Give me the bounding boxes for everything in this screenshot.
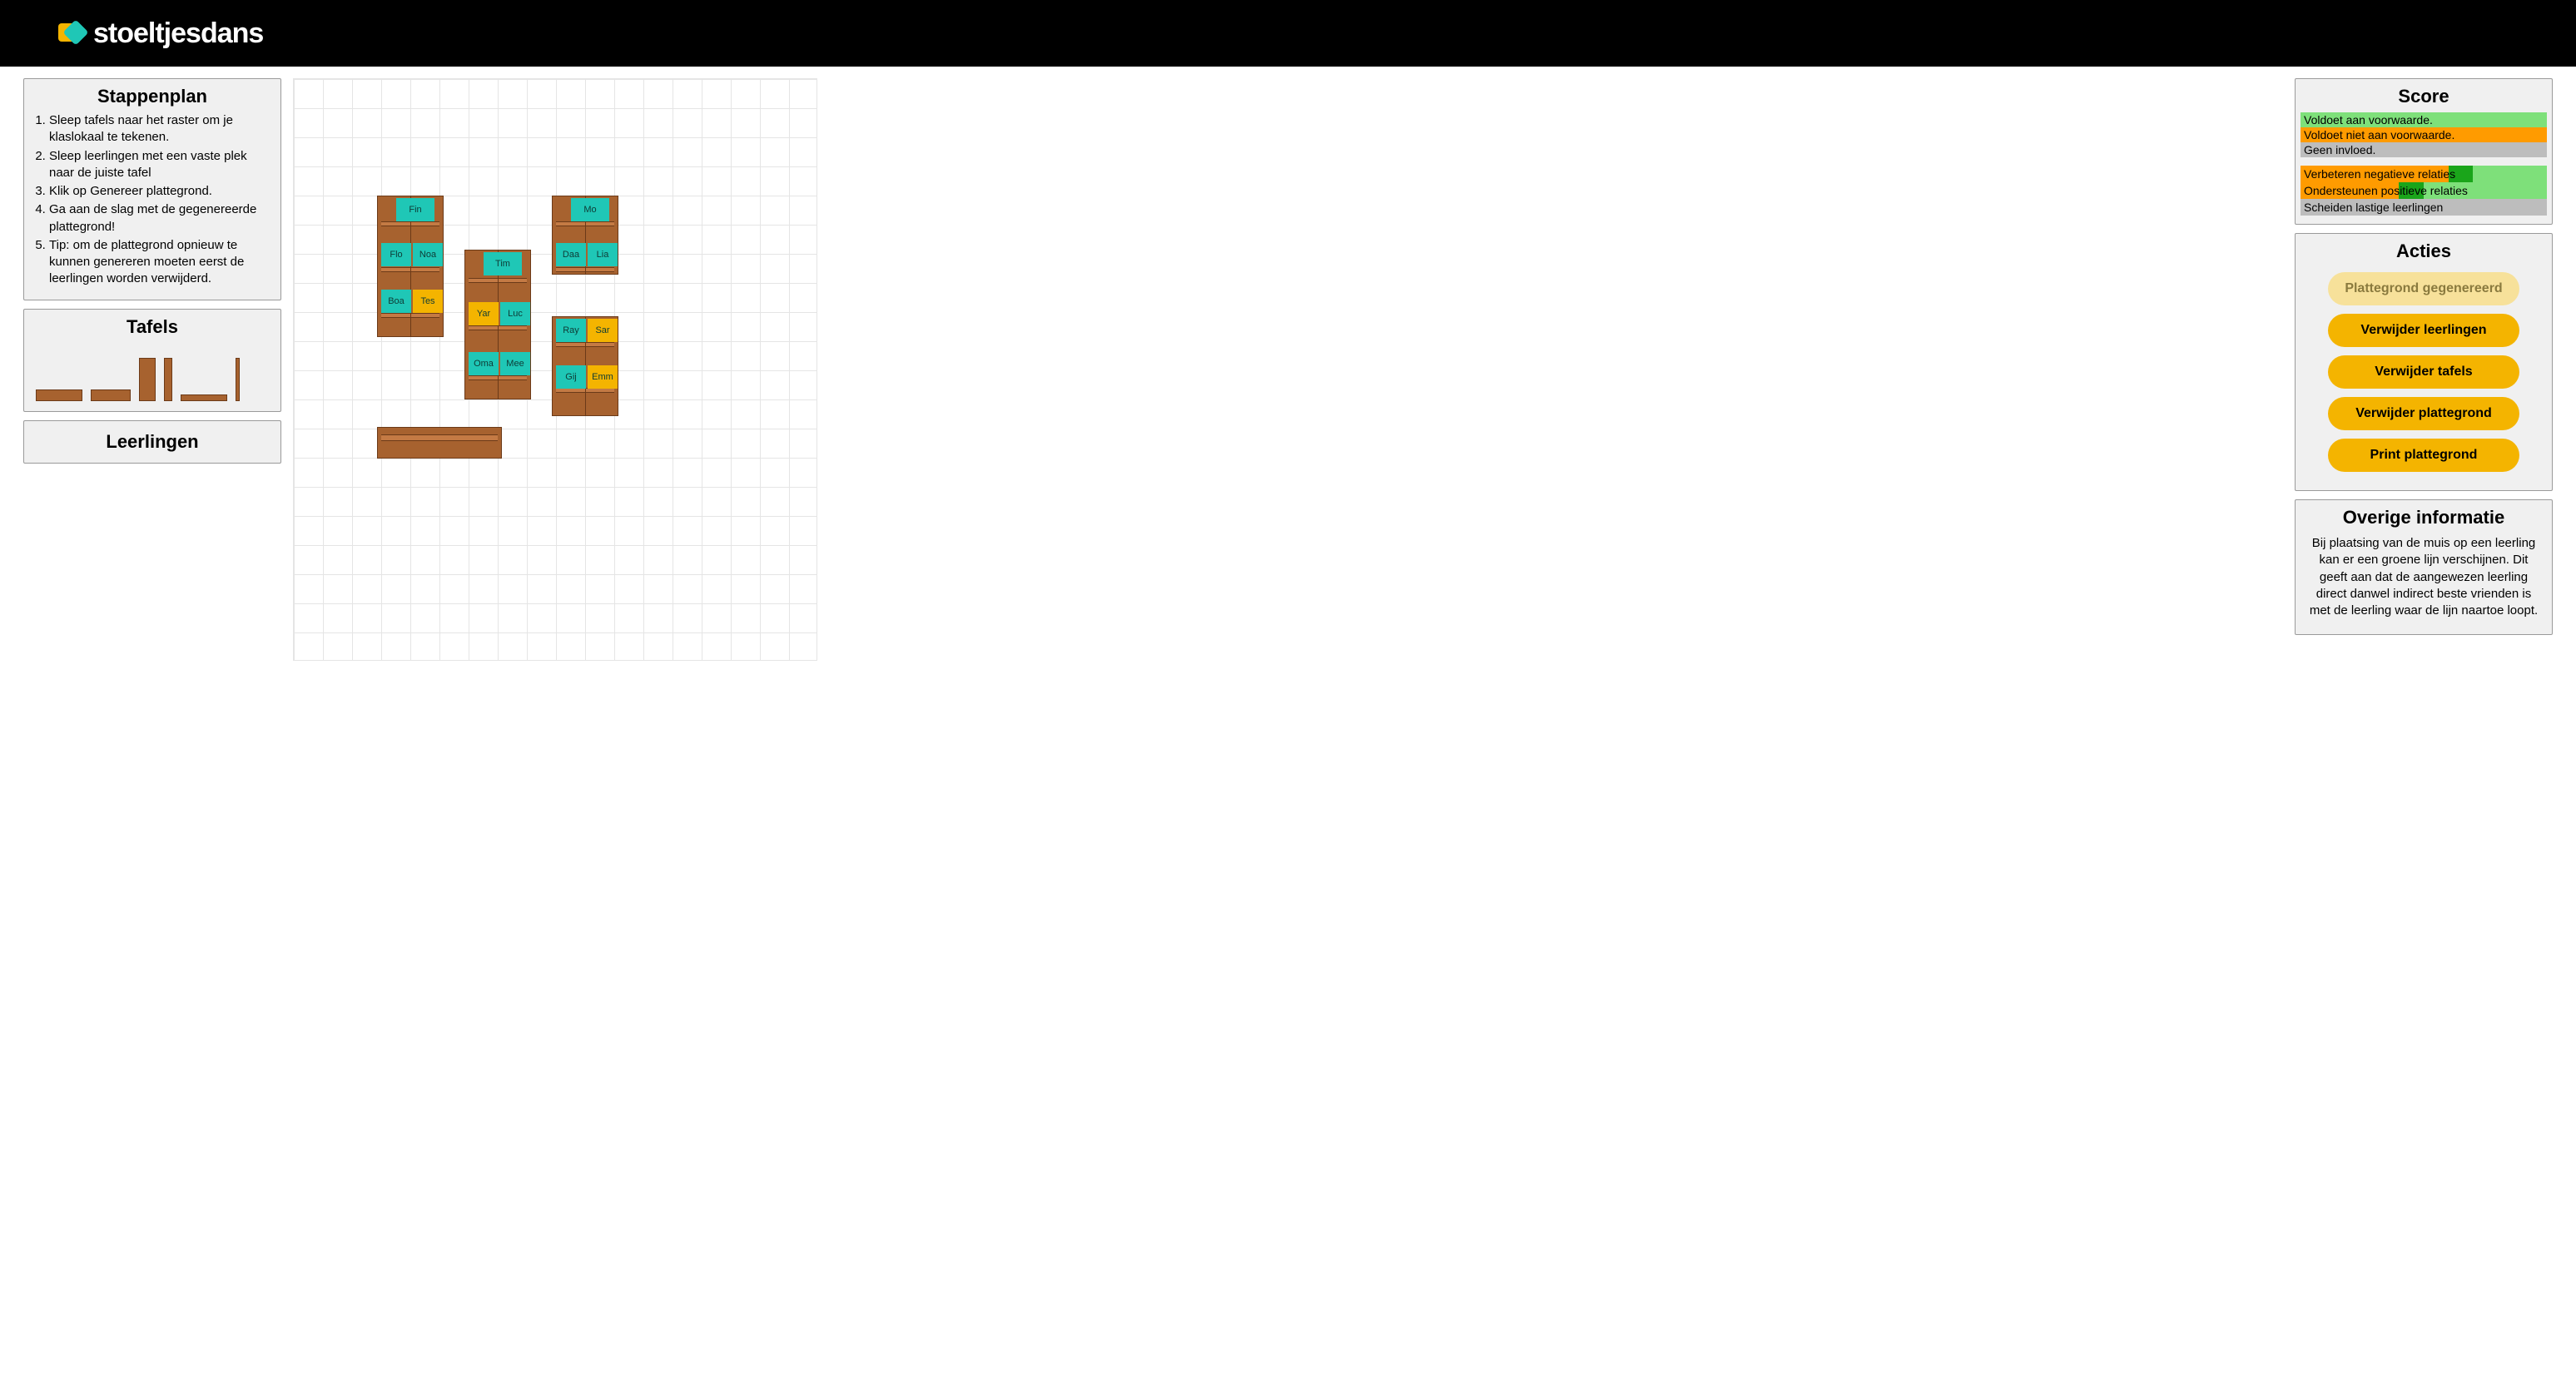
leerlingen-title: Leerlingen: [34, 431, 271, 453]
seat[interactable]: Luc: [500, 302, 530, 325]
score-title: Score: [2301, 86, 2547, 107]
score-panel: Score Voldoet aan voorwaarde. Voldoet nie…: [2295, 78, 2553, 225]
tafel-shape-medium[interactable]: [91, 389, 131, 401]
action-button[interactable]: Verwijder leerlingen: [2328, 314, 2519, 347]
info-title: Overige informatie: [2305, 507, 2542, 528]
seat[interactable]: Gij: [556, 365, 586, 389]
tafel-shape-tall-n[interactable]: [164, 358, 172, 401]
tafels-title: Tafels: [34, 316, 271, 338]
score-bar-label: Verbeteren negatieve relaties: [2304, 167, 2455, 181]
desk-group[interactable]: Tim YarLuc OmaMee: [464, 250, 531, 399]
tafel-shape-wide[interactable]: [36, 389, 82, 401]
acties-title: Acties: [2305, 241, 2542, 262]
score-bars: Verbeteren negatieve relaties Ondersteune…: [2301, 166, 2547, 216]
seat[interactable]: Fin: [396, 198, 434, 221]
seat[interactable]: Daa: [556, 243, 586, 266]
classroom-grid[interactable]: Fin FloNoa BoaTes Tim YarLuc OmaMee Mo DaaLia Ra…: [293, 78, 817, 661]
action-button[interactable]: Verwijder tafels: [2328, 355, 2519, 389]
stappenplan-steps: Sleep tafels naar het raster om je klasl…: [34, 112, 271, 288]
seat[interactable]: Noa: [413, 243, 443, 266]
leerlingen-panel[interactable]: Leerlingen: [23, 420, 281, 464]
seat[interactable]: Flo: [381, 243, 411, 266]
seat[interactable]: Tes: [413, 290, 443, 313]
tafel-shape-thin[interactable]: [236, 358, 240, 401]
tafel-shape-tall-w[interactable]: [139, 358, 156, 401]
action-button[interactable]: Verwijder plattegrond: [2328, 397, 2519, 430]
seat[interactable]: Tim: [484, 252, 522, 275]
action-button: Plattegrond gegenereerd: [2328, 272, 2519, 305]
desk-group[interactable]: Fin FloNoa BoaTes: [377, 196, 444, 337]
seat[interactable]: Lia: [588, 243, 618, 266]
score-bar: Ondersteunen positieve relaties: [2301, 182, 2547, 199]
seat[interactable]: Yar: [469, 302, 499, 325]
stappenplan-title: Stappenplan: [34, 86, 271, 107]
score-legend-label: Geen invloed.: [2304, 143, 2375, 156]
score-legend-label: Voldoet aan voorwaarde.: [2304, 113, 2433, 126]
score-legend-label: Voldoet niet aan voorwaarde.: [2304, 128, 2454, 141]
score-legend-row: Voldoet niet aan voorwaarde.: [2301, 127, 2547, 142]
seat[interactable]: Ray: [556, 319, 586, 342]
acties-panel: Acties Plattegrond gegenereerd Verwijder …: [2295, 233, 2553, 491]
action-button[interactable]: Print plattegrond: [2328, 439, 2519, 472]
seat[interactable]: Oma: [469, 352, 499, 375]
stappenplan-step: Sleep tafels naar het raster om je klasl…: [49, 112, 271, 146]
stappenplan-step: Klik op Genereer plattegrond.: [49, 183, 271, 200]
seat[interactable]: Boa: [381, 290, 411, 313]
tafel-shape-low[interactable]: [181, 394, 227, 401]
info-panel: Overige informatie Bij plaatsing van de …: [2295, 499, 2553, 635]
tafels-panel: Tafels: [23, 309, 281, 412]
seat[interactable]: Emm: [588, 365, 618, 389]
score-legend: Voldoet aan voorwaarde. Voldoet niet aan …: [2301, 112, 2547, 157]
score-bar-label: Ondersteunen positieve relaties: [2304, 184, 2468, 197]
desk-group[interactable]: RaySarGijEmm: [552, 316, 618, 416]
app-title: stoeltjesdans: [93, 17, 263, 50]
tafels-palette: [34, 343, 271, 401]
score-bar: Scheiden lastige leerlingen: [2301, 199, 2547, 216]
score-legend-row: Geen invloed.: [2301, 142, 2547, 157]
logo-icon: [58, 20, 85, 47]
score-bar-label: Scheiden lastige leerlingen: [2304, 201, 2443, 214]
stappenplan-step: Sleep leerlingen met een vaste plek naar…: [49, 148, 271, 182]
score-bar: Verbeteren negatieve relaties: [2301, 166, 2547, 182]
score-legend-row: Voldoet aan voorwaarde.: [2301, 112, 2547, 127]
seat[interactable]: Sar: [588, 319, 618, 342]
desk-group[interactable]: Mo DaaLia: [552, 196, 618, 275]
teacher-desk[interactable]: [377, 427, 502, 459]
stappenplan-step: Tip: om de plattegrond opnieuw te kunnen…: [49, 237, 271, 288]
seat[interactable]: Mo: [571, 198, 609, 221]
seat[interactable]: Mee: [500, 352, 530, 375]
stappenplan-step: Ga aan de slag met de gegenereerde platt…: [49, 201, 271, 236]
stappenplan-panel: Stappenplan Sleep tafels naar het raster…: [23, 78, 281, 300]
info-text: Bij plaatsing van de muis op een leerlin…: [2305, 533, 2542, 624]
app-header: stoeltjesdans: [0, 0, 2576, 67]
